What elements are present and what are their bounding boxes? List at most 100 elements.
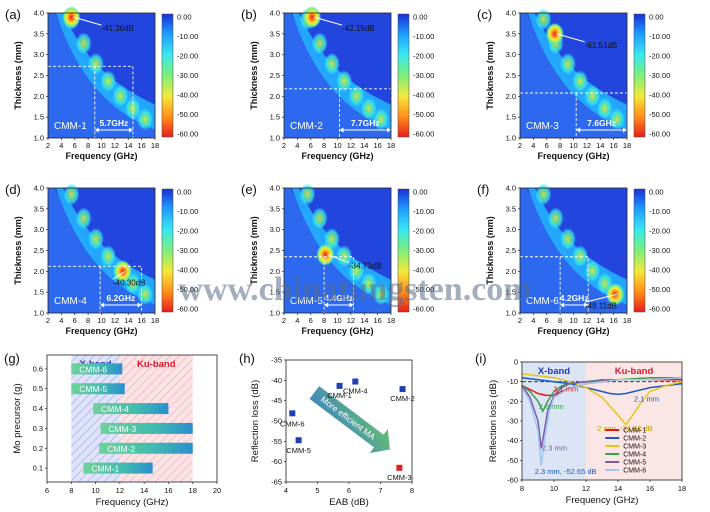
heatmap-hotspot (87, 227, 104, 250)
legend-label: CMM-4 (623, 452, 646, 459)
heatmap-panel-6: 4.2GHz-48.11dB CMM-6 (f) 2 4 6 8 10 12 14 16 18 1.0 1… (477, 182, 670, 336)
eab-dashed-guide (520, 256, 589, 313)
heatmap-hotspot (360, 97, 377, 120)
heatmap-hotspot (596, 97, 613, 120)
colorbar-tick-label: -10.00 (649, 32, 670, 41)
peak-rl-value: -40.30dB (113, 278, 145, 287)
eab-arrowhead (137, 302, 142, 308)
eab-bar (99, 442, 193, 454)
legend-label: CMM-5 (623, 460, 646, 467)
y-tick-label: -40 (507, 436, 518, 445)
colorbar-tick-label: -60.00 (413, 305, 434, 314)
sample-label: CMM-3 (526, 121, 559, 132)
legend-label: CMM-3 (623, 444, 646, 451)
x-tick-label: 14 (124, 141, 132, 150)
x-tick-label: 12 (111, 141, 119, 150)
x-tick-label: 8 (69, 486, 73, 495)
heatmap-hotspot (63, 183, 80, 206)
sample-label: CMM-6 (526, 296, 559, 307)
colorbar-tick-label: -60.00 (649, 305, 670, 314)
peak-pointer-line (313, 16, 343, 26)
x-tick-label: 14 (124, 316, 132, 325)
colorbar-tick-label: -50.00 (177, 285, 198, 294)
y-tick-label: 2.0 (270, 92, 280, 101)
heatmap-region-low (48, 13, 155, 138)
scatter-point-label: CMM-4 (343, 387, 368, 396)
y-tick-label: 3.0 (34, 225, 44, 234)
heatmap-region-low (284, 13, 391, 138)
panel-tag: (i) (475, 351, 487, 366)
y-tick-label: 1.0 (506, 309, 516, 318)
x-tick-label: 18 (189, 486, 197, 495)
panel-i-reflection-loss-curves: X-band Ku-band 3.1 mm 2.8 mm 2.3 mm 2.3 mm, -… (475, 351, 686, 506)
x-axis-label: Frequency (GHz) (566, 495, 639, 506)
plot-frame (46, 354, 218, 483)
y-tick-label: -20 (507, 397, 518, 406)
x-tick-label: 18 (387, 141, 395, 150)
watermark: www.chinatungsten.com (178, 271, 531, 308)
heatmap-hotspot (100, 70, 117, 93)
peak-rl-value: -42.15dB (342, 24, 374, 33)
heatmap-hotspot (572, 245, 589, 268)
colorbar-tick-label: 0.00 (177, 188, 192, 197)
x-axis-label: Frequency (GHz) (301, 326, 373, 336)
x-axis-label: EAB (dB) (329, 497, 369, 508)
y-tick-label: 0 (514, 358, 518, 367)
x-tick-label: 12 (347, 316, 355, 325)
x-tick-label: 16 (137, 316, 145, 325)
heatmap-hotspot (572, 70, 589, 93)
colorbar-tick-label: -10.00 (177, 32, 198, 41)
y-tick-label: 2.0 (506, 92, 516, 101)
x-tick-label: 12 (116, 486, 124, 495)
x-tick-label: 8 (520, 484, 524, 493)
colorbar-tick-label: -60.00 (649, 130, 670, 139)
colorbar-tick-label: -10.00 (649, 207, 670, 216)
heatmap-hotspot (100, 245, 117, 268)
colorbar-tick-label: -30.00 (413, 246, 434, 255)
heatmap-hotspot (75, 207, 92, 230)
eab-value: 7.6GHz (587, 118, 616, 128)
x-tick-label: 16 (373, 316, 381, 325)
heatmap-hotspot (311, 32, 328, 55)
heatmap-panel-3: 7.6GHz -61.51dB CMM-3 (c) 2 4 6 8 10 12 14 16 18 1.0 1… (477, 7, 670, 161)
x-axis-label: Frequency (GHz) (65, 326, 137, 336)
x-axis-label: Frequency (GHz) (537, 151, 609, 161)
y-tick-label: 4.0 (270, 9, 280, 18)
colorbar-tick-label: -50.00 (177, 110, 198, 119)
y-tick-label: 2.0 (34, 267, 44, 276)
heatmap-peak-spot (62, 6, 81, 29)
scatter-point-label: CMM-5 (286, 446, 311, 455)
colorbar-tick-label: -30.00 (413, 71, 434, 80)
colorbar (633, 188, 646, 313)
eab-arrowhead (128, 127, 133, 133)
heatmap-hotspot (136, 283, 153, 306)
y-tick-label: -40 (271, 376, 282, 385)
y-tick-label: 1.5 (270, 113, 280, 122)
x-tick-label: 16 (609, 316, 617, 325)
colorbar-tick-label: -30.00 (649, 71, 670, 80)
colorbar (633, 13, 646, 138)
y-tick-label: 4.0 (34, 9, 44, 18)
x-tick-label: 12 (583, 141, 591, 150)
y-tick-label: 0.3 (33, 424, 43, 433)
x-band-region (71, 355, 120, 482)
heatmap-hotspot (87, 52, 104, 75)
colorbar-tick-label: -30.00 (649, 246, 670, 255)
x-tick-label: 10 (97, 141, 105, 150)
colorbar-tick-label: 0.00 (413, 13, 428, 22)
y-axis-label: Thickness (mm) (485, 216, 495, 285)
heatmap-peak-spot (316, 243, 335, 266)
x-axis-label: Frequency (GHz) (96, 497, 169, 508)
colorbar-tick-label: -20.00 (177, 227, 198, 236)
heatmap-panel-1: 5.7GHz -41.36dB CMM-1 (a) 2 4 6 8 10 12 14 16 18 1.0 1… (5, 6, 198, 161)
x-tick-label: 8 (558, 141, 562, 150)
x-tick-label: 2 (46, 316, 50, 325)
colorbar-tick-label: -40.00 (649, 91, 670, 100)
y-tick-label: -10 (507, 377, 518, 386)
colorbar-tick-label: 0.00 (177, 13, 192, 22)
x-axis-label: Frequency (GHz) (65, 151, 137, 161)
y-tick-label: -50 (271, 417, 282, 426)
heatmap-hotspot (348, 260, 365, 283)
x-tick-label: 2 (518, 316, 522, 325)
